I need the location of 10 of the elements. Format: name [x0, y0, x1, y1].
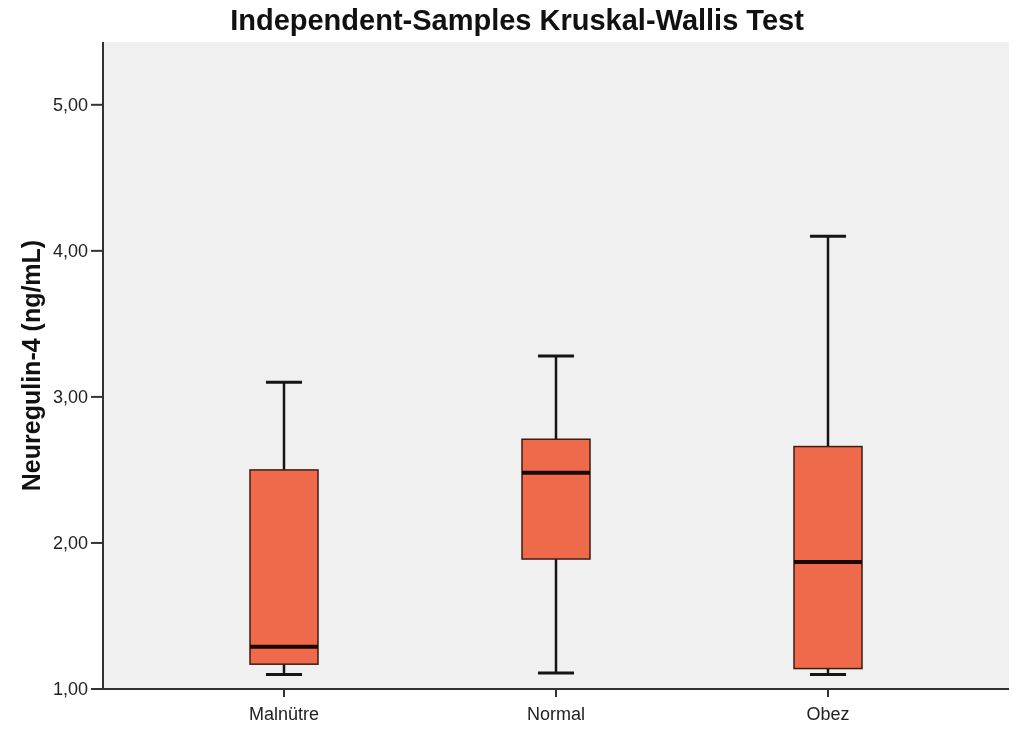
x-tick-label: Normal	[526, 703, 586, 724]
y-axis-title: Neuregulin-4 (ng/mL)	[17, 239, 45, 492]
x-tick-label: Obez	[806, 703, 850, 724]
y-tick-label: 3,00	[52, 387, 88, 408]
y-tick-label: 2,00	[52, 533, 88, 554]
y-tick-label: 5,00	[52, 95, 88, 116]
chart-title: Independent-Samples Kruskal-Wallis Test	[229, 4, 805, 36]
y-tick-label: 4,00	[52, 241, 88, 262]
x-tick-label: Malnütre	[248, 703, 320, 724]
y-tick-label: 1,00	[52, 679, 88, 700]
